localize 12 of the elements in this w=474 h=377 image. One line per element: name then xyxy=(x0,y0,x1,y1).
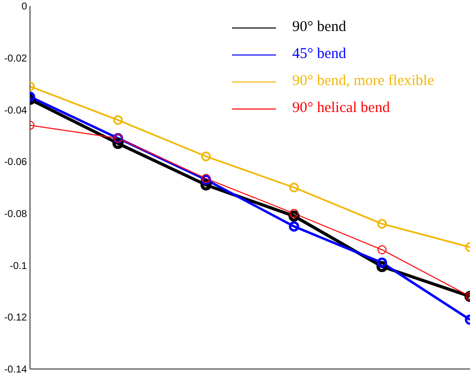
y-tick-label: -0.12 xyxy=(4,312,28,324)
y-tick-label: -0.06 xyxy=(4,157,28,168)
legend-label: 90° helical bend xyxy=(292,100,390,117)
legend-label: 90° bend xyxy=(292,19,346,36)
legend-label: 90° bend, more flexible xyxy=(292,73,434,90)
y-tick-label: -0.02 xyxy=(4,53,28,64)
y-tick-label: 0 xyxy=(21,2,28,13)
y-tick-label: -0.1 xyxy=(10,260,28,272)
y-tick-label: -0.14 xyxy=(4,364,28,376)
y-tick-label: -0.08 xyxy=(4,208,28,220)
y-tick-label: -0.04 xyxy=(4,105,28,116)
legend-label: 45° bend xyxy=(292,46,346,63)
